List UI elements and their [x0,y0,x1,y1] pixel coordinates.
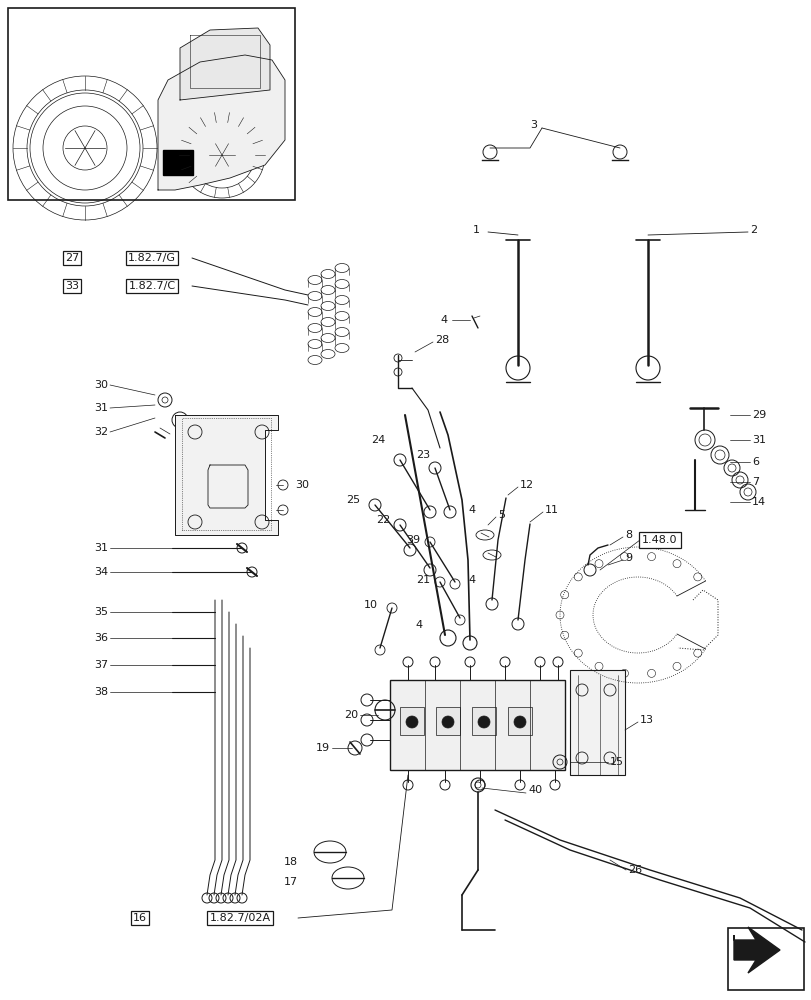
Text: 1.48.0: 1.48.0 [642,535,677,545]
Text: 12: 12 [519,480,534,490]
Text: 10: 10 [363,600,378,610]
Text: 4: 4 [467,505,474,515]
Text: 17: 17 [284,877,298,887]
Text: 13: 13 [639,715,653,725]
Text: 18: 18 [284,857,298,867]
Bar [400,707,423,735]
Text: 4: 4 [467,575,474,585]
Text: 37: 37 [94,660,108,670]
Text: 35: 35 [94,607,108,617]
Text: 20: 20 [343,710,358,720]
Bar [8,8,294,200]
Text: 1.82.7/02A: 1.82.7/02A [209,913,270,923]
Text: 30: 30 [94,380,108,390]
Text: 4: 4 [414,620,422,630]
Text: 31: 31 [751,435,765,445]
Text: 9: 9 [624,553,631,563]
Text: 40: 40 [527,785,542,795]
Text: 33: 33 [65,281,79,291]
Text: 2: 2 [749,225,756,235]
Text: 14: 14 [751,497,766,507]
Text: 19: 19 [315,743,329,753]
Text: 30: 30 [294,480,309,490]
Text: 15: 15 [609,757,623,767]
Text: 28: 28 [435,335,448,345]
Polygon shape [158,55,285,190]
Bar [569,670,624,775]
Polygon shape [733,927,779,973]
Text: 31: 31 [94,543,108,553]
Bar [508,707,531,735]
Circle shape [513,716,526,728]
Polygon shape [180,28,270,100]
Text: 1.82.7/C: 1.82.7/C [128,281,175,291]
Text: 22: 22 [375,515,389,525]
Text: 11: 11 [544,505,558,515]
Bar [436,707,460,735]
Text: 25: 25 [345,495,359,505]
Polygon shape [175,415,277,535]
Text: 4: 4 [440,315,448,325]
Text: 8: 8 [624,530,631,540]
Text: 39: 39 [406,535,419,545]
Text: 26: 26 [627,865,642,875]
Bar [163,150,193,175]
Circle shape [478,716,489,728]
Text: 34: 34 [94,567,108,577]
Text: 29: 29 [751,410,766,420]
Text: 24: 24 [371,435,384,445]
Circle shape [441,716,453,728]
Text: 38: 38 [94,687,108,697]
Text: 5: 5 [497,510,504,520]
Bar [389,680,564,770]
Text: 32: 32 [94,427,108,437]
Bar [182,418,271,530]
Text: 21: 21 [415,575,430,585]
Text: 36: 36 [94,633,108,643]
Bar [727,928,803,990]
Text: 1: 1 [473,225,479,235]
Text: 23: 23 [415,450,430,460]
Bar [471,707,496,735]
Text: 27: 27 [65,253,79,263]
Text: 3: 3 [530,120,536,130]
Text: 7: 7 [751,477,758,487]
Text: 16: 16 [133,913,147,923]
Circle shape [406,716,418,728]
Text: 6: 6 [751,457,758,467]
Text: 1.82.7/G: 1.82.7/G [128,253,176,263]
Text: 31: 31 [94,403,108,413]
